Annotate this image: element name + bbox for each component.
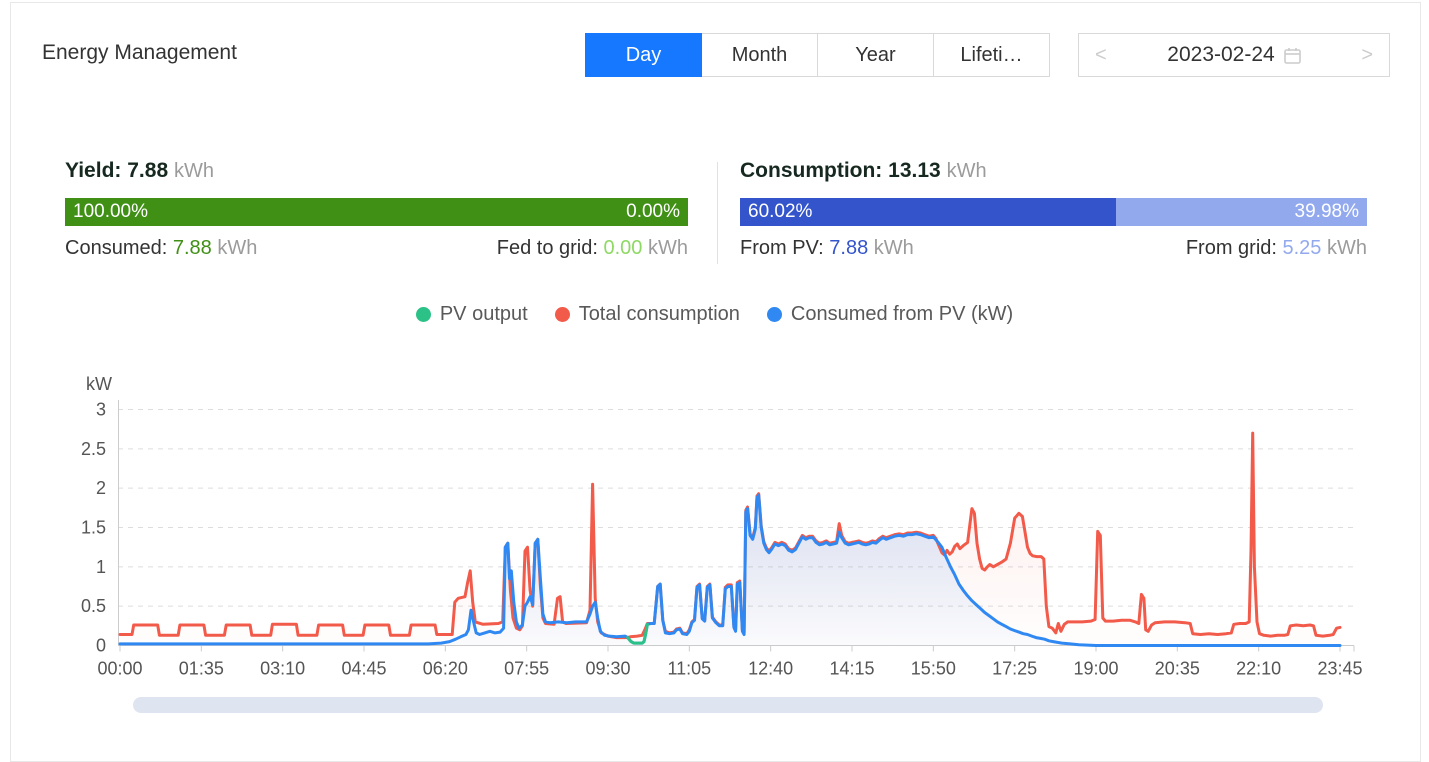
consumption-title: Consumption: 13.13 kWh xyxy=(740,159,987,183)
svg-text:09:30: 09:30 xyxy=(585,659,630,679)
svg-text:20:35: 20:35 xyxy=(1155,659,1200,679)
svg-text:12:40: 12:40 xyxy=(748,659,793,679)
legend-label-total-consumption: Total consumption xyxy=(578,303,740,325)
stats-divider xyxy=(717,162,718,264)
from-pv-unit: kWh xyxy=(873,237,914,259)
calendar-icon[interactable] xyxy=(1283,47,1301,64)
svg-text:17:25: 17:25 xyxy=(992,659,1037,679)
pv-output-dot-icon xyxy=(415,307,431,322)
energy-chart: 0 0.5 1 1.5 2 2.5 3 kW 00:00 01:35 03:10 04:45 06:20… xyxy=(0,360,1429,694)
svg-text:14:15: 14:15 xyxy=(829,659,874,679)
svg-text:11:05: 11:05 xyxy=(667,659,711,679)
yield-value: 7.88 xyxy=(127,159,169,182)
from-grid-value: 5.25 xyxy=(1282,237,1322,259)
consumption-breakdown: From PV: 7.88 kWh From grid: 5.25 kWh xyxy=(740,237,1367,260)
svg-text:1.5: 1.5 xyxy=(81,518,106,538)
consumption-value: 13.13 xyxy=(888,159,941,182)
legend-item-total-consumption[interactable]: Total consumption xyxy=(554,303,740,326)
chart-horizontal-scrollbar[interactable] xyxy=(133,697,1323,713)
svg-text:19:00: 19:00 xyxy=(1073,659,1118,679)
fed-value: 0.00 xyxy=(603,237,643,259)
svg-text:04:45: 04:45 xyxy=(341,659,386,679)
yield-breakdown: Consumed: 7.88 kWh Fed to grid: 0.00 kWh xyxy=(65,237,688,260)
svg-text:2: 2 xyxy=(96,478,106,498)
chevron-left-icon[interactable]: < xyxy=(1095,44,1107,66)
svg-text:1: 1 xyxy=(96,557,106,577)
svg-text:03:10: 03:10 xyxy=(260,659,305,679)
consumption-unit: kWh xyxy=(946,160,987,182)
from-pv-pct: 60.02% xyxy=(748,201,813,222)
energy-chart-svg: 0 0.5 1 1.5 2 2.5 3 kW 00:00 01:35 03:10 04:45 06:20… xyxy=(81,374,1363,679)
consumed-value: 7.88 xyxy=(172,237,212,259)
chart-legend: PV output Total consumption Consumed fro… xyxy=(0,303,1429,326)
fed-label: Fed to grid: xyxy=(496,237,598,259)
legend-label-pv-output: PV output xyxy=(439,303,528,325)
yield-label: Yield: xyxy=(65,159,122,182)
svg-text:07:55: 07:55 xyxy=(504,659,549,679)
legend-item-pv-output[interactable]: PV output xyxy=(415,303,528,326)
total-consumption-dot-icon xyxy=(554,307,570,322)
svg-text:kW: kW xyxy=(86,374,112,394)
consumed-from-pv-dot-icon xyxy=(766,307,782,322)
consumption-ratio-bar: 60.02% 39.98% xyxy=(740,198,1367,226)
tab-year[interactable]: Year xyxy=(817,33,934,77)
from-grid-unit: kWh xyxy=(1327,237,1367,259)
consumption-bar-pv-segment: 60.02% xyxy=(740,198,1117,226)
fed-to-grid-stat: Fed to grid: 0.00 kWh xyxy=(497,237,688,260)
consumption-label: Consumption: xyxy=(740,159,883,182)
tab-lifetime[interactable]: Lifeti… xyxy=(933,33,1050,77)
legend-label-consumed-from-pv: Consumed from PV (kW) xyxy=(790,303,1014,325)
consumed-stat: Consumed: 7.88 kWh xyxy=(65,237,257,260)
date-picker[interactable]: < 2023-02-24 > xyxy=(1078,33,1390,77)
svg-text:15:50: 15:50 xyxy=(911,659,956,679)
date-value: 2023-02-24 xyxy=(1167,43,1275,66)
yield-bar-consumed-segment: 100.00% 0.00% xyxy=(65,198,688,226)
svg-text:3: 3 xyxy=(96,400,106,420)
from-pv-value: 7.88 xyxy=(829,237,869,259)
from-grid-stat: From grid: 5.25 kWh xyxy=(1186,237,1367,260)
page-title: Energy Management xyxy=(42,41,237,64)
svg-text:0: 0 xyxy=(96,636,106,656)
yield-fed-pct: 0.00% xyxy=(626,201,680,222)
fed-unit: kWh xyxy=(648,237,688,259)
svg-text:0.5: 0.5 xyxy=(81,596,106,616)
tab-month[interactable]: Month xyxy=(701,33,818,77)
consumption-bar-grid-segment: 39.98% xyxy=(1116,198,1367,226)
tab-day[interactable]: Day xyxy=(585,33,702,77)
period-tabs: Day Month Year Lifeti… xyxy=(585,33,1050,77)
legend-item-consumed-from-pv[interactable]: Consumed from PV (kW) xyxy=(766,303,1014,326)
yield-unit: kWh xyxy=(173,160,214,182)
svg-text:00:00: 00:00 xyxy=(97,659,142,679)
from-grid-label: From grid: xyxy=(1185,237,1277,259)
from-pv-label: From PV: xyxy=(740,237,824,259)
yield-title: Yield: 7.88 kWh xyxy=(65,159,214,183)
yield-ratio-bar: 100.00% 0.00% xyxy=(65,198,688,226)
consumed-label: Consumed: xyxy=(65,237,168,259)
chevron-right-icon[interactable]: > xyxy=(1361,44,1373,66)
svg-text:06:20: 06:20 xyxy=(423,659,468,679)
from-pv-stat: From PV: 7.88 kWh xyxy=(740,237,914,260)
from-grid-pct: 39.98% xyxy=(1294,201,1359,222)
svg-text:22:10: 22:10 xyxy=(1236,659,1281,679)
yield-consumed-pct: 100.00% xyxy=(73,201,149,222)
svg-text:23:45: 23:45 xyxy=(1317,659,1362,679)
consumed-unit: kWh xyxy=(217,237,258,259)
svg-text:2.5: 2.5 xyxy=(81,439,106,459)
svg-text:01:35: 01:35 xyxy=(179,659,224,679)
